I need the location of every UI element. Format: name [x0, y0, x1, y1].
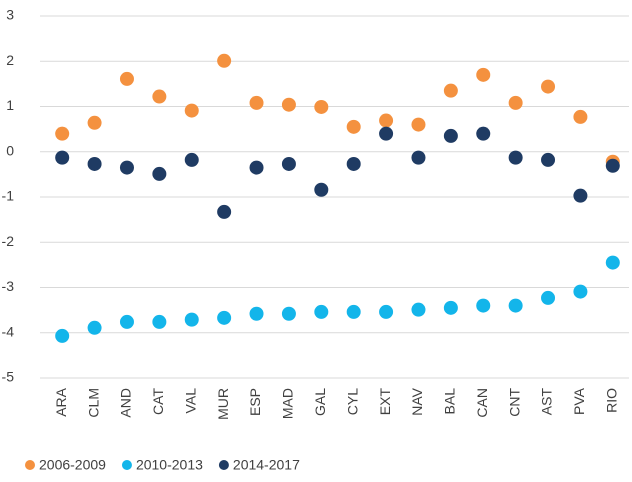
dot — [541, 152, 556, 167]
dot — [281, 97, 296, 112]
legend-marker — [218, 460, 229, 470]
x-tick-label: GAL — [312, 388, 328, 416]
x-tick-label: NAV — [409, 387, 425, 415]
dot — [379, 304, 394, 319]
dot — [55, 328, 70, 343]
dot — [346, 119, 361, 134]
y-tick-label: 3 — [6, 7, 14, 23]
dot — [119, 314, 134, 329]
dot — [217, 204, 232, 219]
dot — [476, 67, 491, 82]
dot — [443, 83, 458, 98]
x-tick-label: MAD — [280, 388, 296, 419]
dot — [346, 156, 361, 171]
dot — [605, 158, 620, 173]
y-tick-label: 0 — [6, 142, 14, 158]
legend-label: 2010-2013 — [136, 457, 203, 473]
dot — [55, 126, 70, 141]
y-tick-label: -1 — [2, 188, 15, 204]
y-tick-label: 1 — [6, 97, 14, 113]
dot — [541, 79, 556, 94]
dot — [443, 300, 458, 315]
dot — [119, 160, 134, 175]
dot — [443, 128, 458, 143]
dot — [87, 320, 102, 335]
dot — [249, 160, 264, 175]
dot — [411, 117, 426, 132]
dot — [249, 306, 264, 321]
legend-marker — [25, 460, 35, 470]
dot — [379, 113, 394, 128]
legend-label: 2006-2009 — [39, 457, 106, 473]
dot — [152, 166, 167, 181]
x-tick-label: PVA — [571, 387, 587, 415]
x-tick-label: AST — [539, 388, 555, 416]
dot — [184, 103, 199, 118]
dot — [573, 284, 588, 299]
x-tick-label: EXT — [377, 388, 393, 416]
x-tick-label: AND — [118, 388, 134, 418]
dot — [314, 304, 329, 319]
x-tick-label: CAN — [474, 388, 490, 418]
x-tick-label: VAL — [182, 388, 198, 414]
x-tick-label: ESP — [247, 388, 263, 416]
dot — [152, 89, 167, 104]
x-tick-label: CAT — [150, 388, 166, 415]
dot — [346, 304, 361, 319]
dot — [411, 302, 426, 317]
dot — [314, 182, 329, 197]
dot — [217, 310, 232, 325]
dot — [508, 298, 523, 313]
dot — [573, 109, 588, 124]
x-tick-label: BAL — [442, 388, 458, 415]
dot — [476, 126, 491, 141]
y-tick-label: 2 — [6, 52, 14, 68]
dot — [314, 99, 329, 114]
dot — [281, 156, 296, 171]
x-tick-label: CYL — [344, 388, 360, 415]
x-tick-label: CNT — [506, 388, 522, 417]
legend-label: 2014-2017 — [233, 457, 300, 473]
legend-marker — [121, 460, 132, 470]
y-tick-label: -2 — [2, 233, 15, 249]
dot — [541, 290, 556, 305]
dot — [184, 152, 199, 167]
x-tick-label: RIO — [604, 388, 620, 413]
x-tick-label: ARA — [53, 387, 69, 416]
dot — [184, 312, 199, 327]
dot — [249, 95, 264, 110]
dot — [573, 188, 588, 203]
dot — [152, 314, 167, 329]
dot — [87, 156, 102, 171]
x-tick-label: CLM — [85, 388, 101, 418]
dot — [605, 255, 620, 270]
x-tick-label: MUR — [215, 388, 231, 420]
dot — [281, 306, 296, 321]
dot — [411, 150, 426, 165]
y-tick-label: -4 — [2, 323, 15, 339]
dot — [55, 150, 70, 165]
dot — [379, 126, 394, 141]
y-tick-label: -3 — [2, 278, 15, 294]
dot — [217, 53, 232, 68]
dot — [87, 115, 102, 130]
dot — [476, 298, 491, 313]
dot — [508, 95, 523, 110]
dot — [508, 150, 523, 165]
y-tick-label: -5 — [2, 369, 15, 385]
dot — [119, 71, 134, 86]
